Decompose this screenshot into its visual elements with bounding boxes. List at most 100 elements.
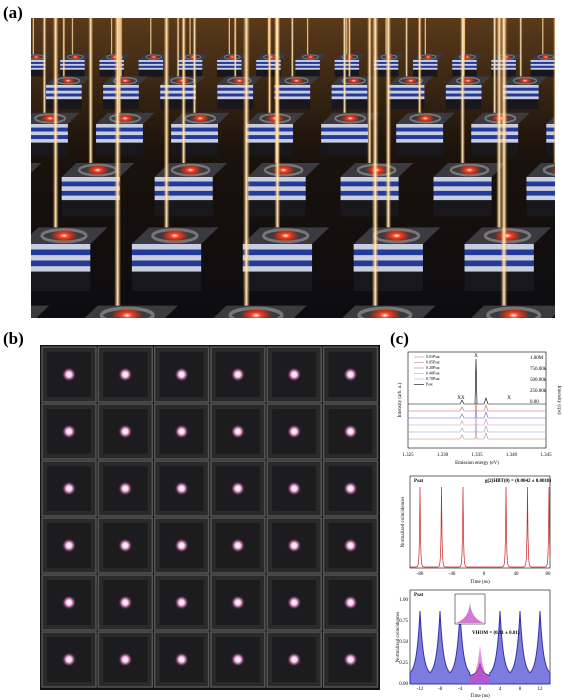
label: 250.00k <box>530 389 547 394</box>
pillar-layer <box>31 244 91 250</box>
pillar-layer <box>464 244 534 250</box>
pillar-layer <box>433 181 492 187</box>
pillar-layer <box>131 260 202 267</box>
beam <box>492 18 497 126</box>
emitter-spot <box>174 481 189 496</box>
pillar-layer <box>242 260 313 267</box>
pillar-layer <box>526 195 555 201</box>
pillar-layer <box>388 96 425 100</box>
label: 0 <box>479 687 482 692</box>
glow <box>493 228 522 243</box>
glow <box>403 77 418 85</box>
pillar-layer <box>77 331 158 337</box>
ring <box>542 164 555 176</box>
beam <box>181 18 187 179</box>
label: 0 <box>483 572 486 577</box>
pillar-layer <box>502 96 539 100</box>
emitter-spot <box>62 538 76 553</box>
pillar-layer <box>60 61 85 64</box>
label: 0.05Psat <box>426 359 441 364</box>
emitter-spot <box>343 481 358 496</box>
emitter-spot <box>230 481 245 496</box>
panel-label: (a) <box>3 3 23 22</box>
pillar-layer <box>471 124 519 128</box>
pillar-layer <box>331 87 368 91</box>
pillar-layer <box>217 87 254 91</box>
axes <box>409 475 551 569</box>
pillar-layer <box>160 90 196 94</box>
pillar-layer <box>546 127 555 132</box>
pillar-layer <box>217 60 242 62</box>
ring <box>0 78 22 84</box>
pillar-layer <box>340 186 399 191</box>
pillar-layer <box>502 85 539 88</box>
pillar-layer <box>177 63 203 66</box>
spectrum-trace <box>408 423 546 433</box>
beam <box>42 18 47 126</box>
glow <box>497 307 530 318</box>
glow <box>0 164 16 176</box>
hbt-trace <box>410 486 551 568</box>
pillar-layer <box>77 325 158 331</box>
label: -40 <box>449 572 456 577</box>
beam <box>496 18 503 246</box>
micrograph-grid <box>40 345 380 690</box>
pillar-layer <box>0 91 25 94</box>
label: 0.25 <box>399 661 408 666</box>
pillar-layer <box>45 90 82 94</box>
pillar-layer <box>217 93 254 97</box>
beam <box>519 18 523 87</box>
beam <box>114 18 122 318</box>
pillar-layer <box>138 65 164 68</box>
label: 0.75 <box>399 619 408 624</box>
pillar-layer <box>353 244 423 250</box>
pillar-layer <box>0 66 6 68</box>
beam <box>32 18 35 62</box>
beam <box>405 18 409 87</box>
beam <box>163 18 170 246</box>
pillar-layer <box>546 131 555 136</box>
pillar-layer <box>413 61 438 64</box>
glow <box>382 228 411 243</box>
pillar-layer <box>154 190 213 196</box>
pillar-layer <box>177 67 203 70</box>
pillar-layer <box>0 88 25 91</box>
pillar-layer <box>60 67 85 70</box>
pillar-layer <box>353 249 423 256</box>
pillar-layer <box>45 85 82 88</box>
beam <box>342 18 347 126</box>
emitter-spot <box>287 424 302 439</box>
pillar-layer <box>321 124 369 128</box>
spectrum-trace <box>408 358 546 405</box>
pillar-layer <box>0 94 25 97</box>
pillar-layer <box>334 61 360 64</box>
pillar-layer <box>242 266 313 272</box>
pillar-layer <box>61 181 120 187</box>
pillar-base <box>99 69 124 77</box>
beam <box>541 18 544 62</box>
emitter-spot <box>343 595 358 610</box>
pillar-layer <box>171 139 218 143</box>
pillar-layer <box>464 344 545 350</box>
pillar-layer <box>0 351 29 357</box>
emitter-spot <box>287 595 302 610</box>
beam <box>347 18 351 87</box>
pillar-layer <box>464 260 534 267</box>
label: Intensity (cps) <box>556 386 561 415</box>
emitter-spot <box>230 652 245 667</box>
pillar-layer <box>526 181 555 187</box>
label: Psat <box>414 479 424 484</box>
ring <box>0 165 23 175</box>
emitter-spot <box>343 367 358 382</box>
pillar-base <box>0 70 6 77</box>
pillar-layer <box>217 90 254 94</box>
pillar-layer <box>138 67 164 70</box>
pillar-layer <box>471 139 519 143</box>
glow <box>4 77 18 84</box>
beam <box>267 18 272 126</box>
beam <box>233 18 237 87</box>
pillar-layer <box>331 90 368 94</box>
pillar-top <box>31 76 34 79</box>
label: 8 <box>519 687 522 692</box>
pillar-layer <box>274 85 311 88</box>
